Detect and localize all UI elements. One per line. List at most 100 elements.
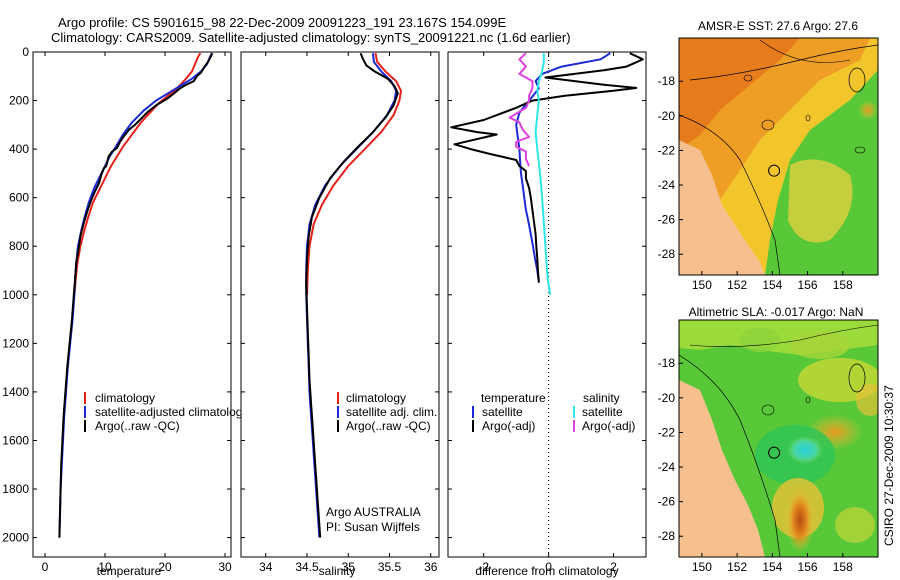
sla-map-ticks: 150 152 154 156 158 -18 -20 -22 -24 -26 -28 — [658, 356, 853, 574]
salinity-panel: 34 34.5 35 35.5 36 salinity climatology sate… — [240, 51, 440, 578]
series-line-argo-raw-qc- — [58, 52, 214, 538]
salinity-legend: climatology satellite adj. clim. Argo(..… — [337, 391, 437, 433]
x-tick-label: 152 — [727, 560, 747, 574]
series-line-salinity-argo-adj- — [508, 52, 534, 167]
temperature-ticks: 0 10 20 30 0 200 400 600 800 1000 1200 1400 1600 1800… — [2, 45, 232, 574]
sla-map-panel: Altimetric SLA: -0.017 Argo: NaN 150 152 1… — [658, 305, 879, 574]
y-tick-label: -28 — [658, 247, 676, 261]
sst-map-ticks: 150 152 154 156 158 -18 -20 -22 -24 -26 -28 — [658, 74, 853, 292]
pi-label: PI: Susan Wijffels — [326, 520, 420, 534]
x-tick-label: 10 — [98, 560, 112, 574]
series-line-temperature-satellite — [515, 52, 611, 283]
x-tick-label: 30 — [218, 560, 232, 574]
header-line-1: Argo profile: CS 5901615_98 22-Dec-2009 … — [58, 15, 506, 30]
salinity-lines — [305, 52, 402, 538]
y-tick-label: 800 — [9, 239, 29, 253]
series-line-argo-raw-qc- — [305, 52, 399, 538]
legend-label-climatology: climatology — [95, 391, 155, 405]
y-tick-label: 1600 — [2, 433, 29, 447]
y-tick-label: 1200 — [2, 336, 29, 350]
sla-map-field — [679, 320, 878, 557]
y-tick-label: -22 — [658, 143, 676, 157]
y-tick-label: 200 — [9, 94, 29, 108]
x-tick-label: 34.5 — [295, 560, 319, 574]
y-tick-label: -28 — [658, 529, 676, 543]
salinity-xlabel: salinity — [319, 564, 356, 578]
y-tick-label: -24 — [658, 460, 676, 474]
legend-label-sal-argo: Argo(-adj) — [582, 419, 635, 433]
x-tick-label: 20 — [158, 560, 172, 574]
legend-label-satellite: satellite adj. clim. — [346, 405, 437, 419]
difference-ticks: -2 0 2 — [448, 51, 646, 574]
y-tick-label: 400 — [9, 142, 29, 156]
x-tick-label: 150 — [692, 278, 712, 292]
x-tick-label: 156 — [798, 278, 818, 292]
temperature-lines — [58, 52, 214, 538]
sst-map-field — [679, 38, 878, 275]
y-tick-label: 600 — [9, 191, 29, 205]
x-tick-label: 2 — [610, 560, 617, 574]
x-tick-label: 36 — [424, 560, 438, 574]
x-tick-label: 34 — [259, 560, 273, 574]
x-tick-label: 158 — [833, 278, 853, 292]
x-tick-label: 35 — [342, 560, 356, 574]
x-tick-label: -2 — [478, 560, 489, 574]
land-mass — [679, 380, 765, 557]
salinity-ticks: 34 34.5 35 35.5 36 — [241, 51, 439, 574]
y-tick-label: -20 — [658, 391, 676, 405]
sst-map-panel: AMSR-E SST: 27.6 Argo: 27.6 150 152 154 156… — [658, 19, 879, 292]
y-tick-label: -18 — [658, 356, 676, 370]
y-tick-label: -24 — [658, 178, 676, 192]
legend-label-climatology: climatology — [346, 391, 406, 405]
institution-label: Argo AUSTRALIA — [326, 505, 421, 519]
x-tick-label: 152 — [727, 278, 747, 292]
legend-title-salinity: salinity — [583, 391, 620, 405]
series-line-climatology — [73, 52, 202, 295]
difference-lines — [450, 52, 644, 557]
series-line-temperature-argo-adj- — [450, 52, 644, 283]
y-tick-label: -18 — [658, 74, 676, 88]
salinity-axes-box — [240, 51, 440, 558]
series-line-climatology — [306, 53, 402, 295]
temperature-panel: 0 10 20 30 0 200 400 600 800 1000 1200 1400 1600 1800… — [2, 45, 248, 578]
y-tick-label: 1800 — [2, 482, 29, 496]
temperature-xlabel: temperature — [97, 564, 162, 578]
legend-label-temp-satellite: satellite — [482, 405, 523, 419]
y-tick-label: 0 — [22, 45, 29, 59]
y-tick-label: 1400 — [2, 385, 29, 399]
timestamp-label: CSIRO 27-Dec-2009 10:30:37 — [882, 385, 896, 546]
difference-legend: temperature satellite Argo(-adj) salinit… — [472, 391, 635, 433]
x-tick-label: 154 — [762, 560, 782, 574]
y-tick-label: 2000 — [2, 531, 29, 545]
legend-label-temp-argo: Argo(-adj) — [482, 419, 535, 433]
y-tick-label: -22 — [658, 425, 676, 439]
sla-map-title: Altimetric SLA: -0.017 Argo: NaN — [689, 305, 864, 319]
legend-label-argo: Argo(..raw -QC) — [95, 419, 180, 433]
x-tick-label: 35.5 — [378, 560, 402, 574]
legend-title-temperature: temperature — [481, 391, 546, 405]
legend-label-satellite: satellite-adjusted climatology — [95, 405, 248, 419]
x-tick-label: 150 — [692, 560, 712, 574]
difference-panel: -2 0 2 difference from climatology tempera… — [447, 51, 647, 578]
x-tick-label: 0 — [42, 560, 49, 574]
temperature-legend: climatology satellite-adjusted climatolo… — [84, 391, 248, 433]
difference-axes-box — [447, 51, 647, 558]
sst-map-title: AMSR-E SST: 27.6 Argo: 27.6 — [698, 19, 858, 33]
x-tick-label: 154 — [762, 278, 782, 292]
argo-float-marker — [768, 446, 781, 459]
legend-label-sal-satellite: satellite — [582, 405, 623, 419]
x-tick-label: 0 — [545, 560, 552, 574]
series-line-salinity-satellite — [534, 53, 552, 295]
argo-float-marker — [768, 164, 781, 177]
land-mass — [679, 140, 765, 275]
y-tick-label: -20 — [658, 109, 676, 123]
difference-xlabel: difference from climatology — [475, 564, 618, 578]
legend-label-argo: Argo(..raw -QC) — [346, 419, 431, 433]
x-tick-label: 156 — [798, 560, 818, 574]
y-tick-label: -26 — [658, 213, 676, 227]
y-tick-label: -26 — [658, 495, 676, 509]
x-tick-label: 158 — [833, 560, 853, 574]
y-tick-label: 1000 — [2, 288, 29, 302]
header-line-2: Climatology: CARS2009. Satellite-adjuste… — [51, 30, 571, 45]
